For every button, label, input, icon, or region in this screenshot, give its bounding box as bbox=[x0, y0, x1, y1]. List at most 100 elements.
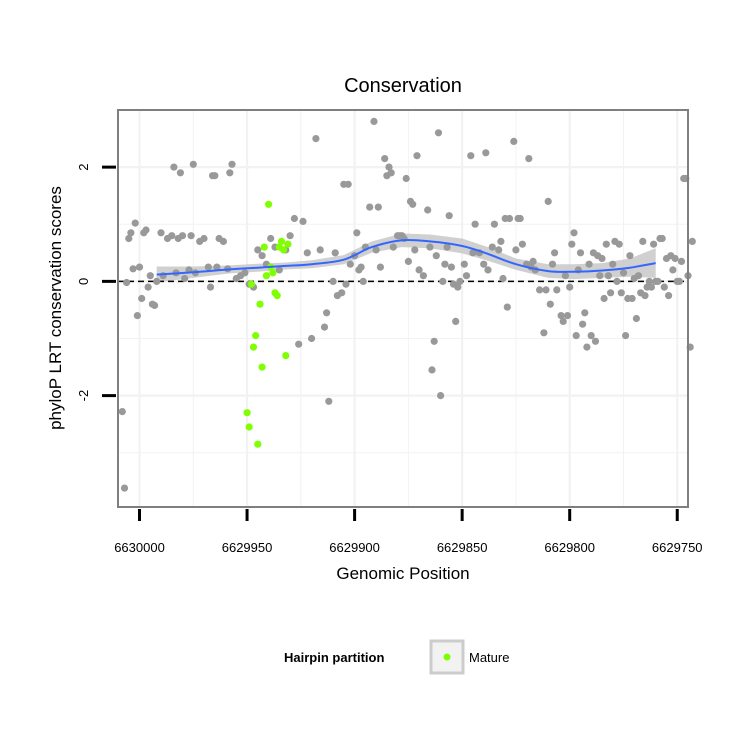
other-point bbox=[299, 217, 307, 225]
other-point bbox=[275, 266, 283, 274]
other-point bbox=[441, 260, 449, 268]
other-point bbox=[200, 234, 208, 243]
other-point bbox=[258, 252, 266, 260]
other-point bbox=[389, 243, 397, 251]
other-point bbox=[544, 197, 552, 205]
other-point bbox=[376, 263, 384, 271]
other-point bbox=[338, 289, 346, 297]
other-point bbox=[626, 252, 634, 260]
x-tick-label: 6629800 bbox=[544, 540, 595, 555]
other-point bbox=[634, 272, 643, 280]
other-point bbox=[469, 249, 477, 257]
other-point bbox=[445, 212, 453, 220]
other-point bbox=[615, 240, 623, 248]
other-point bbox=[647, 283, 656, 291]
mature-point bbox=[269, 269, 277, 277]
other-point bbox=[447, 263, 455, 271]
other-point bbox=[430, 337, 438, 345]
other-point bbox=[518, 240, 527, 248]
other-point bbox=[559, 317, 567, 325]
other-point bbox=[226, 169, 234, 177]
other-point bbox=[189, 160, 197, 168]
other-point bbox=[211, 172, 219, 180]
y-axis-title: phyloP LRT conservation scores bbox=[46, 186, 65, 430]
other-point bbox=[129, 265, 137, 273]
other-point bbox=[581, 309, 589, 317]
other-point bbox=[628, 294, 636, 303]
mature-point bbox=[265, 200, 273, 208]
other-point bbox=[290, 214, 298, 223]
mature-point bbox=[254, 440, 262, 448]
other-point bbox=[439, 277, 447, 285]
other-point bbox=[557, 312, 565, 320]
other-point bbox=[591, 337, 600, 345]
other-point bbox=[639, 237, 647, 245]
other-point bbox=[536, 286, 544, 294]
other-point bbox=[434, 129, 443, 137]
x-tick-label: 6629850 bbox=[437, 540, 488, 555]
x-tick-label: 6630000 bbox=[114, 540, 165, 555]
smooth-trend-line bbox=[156, 238, 656, 276]
other-point bbox=[323, 309, 331, 317]
other-point bbox=[516, 214, 524, 223]
other-point bbox=[133, 312, 141, 320]
other-point bbox=[540, 329, 548, 337]
other-point bbox=[131, 219, 139, 227]
other-point bbox=[665, 292, 673, 300]
other-point bbox=[660, 283, 668, 291]
other-point bbox=[228, 160, 236, 168]
other-point bbox=[613, 277, 621, 285]
other-point bbox=[123, 278, 131, 287]
mature-point bbox=[277, 237, 286, 245]
other-point bbox=[619, 269, 628, 277]
other-point bbox=[359, 277, 367, 285]
other-point bbox=[482, 149, 490, 157]
other-point bbox=[529, 257, 537, 265]
other-point bbox=[344, 180, 352, 188]
panel-background bbox=[118, 110, 688, 507]
panel-border bbox=[117, 109, 689, 508]
other-point bbox=[170, 163, 178, 171]
mature-point bbox=[245, 423, 253, 431]
other-point bbox=[118, 408, 126, 416]
other-point bbox=[654, 277, 662, 285]
other-point bbox=[402, 174, 410, 183]
other-point bbox=[602, 240, 610, 248]
other-point bbox=[563, 312, 572, 320]
other-point bbox=[331, 249, 339, 257]
other-point bbox=[157, 229, 165, 237]
other-point bbox=[645, 277, 653, 285]
other-point bbox=[587, 332, 595, 340]
other-point bbox=[127, 229, 135, 237]
legend-key-box bbox=[429, 639, 465, 675]
other-point bbox=[546, 300, 554, 308]
chart-title: Conservation bbox=[344, 75, 462, 97]
other-point bbox=[419, 272, 427, 280]
other-point bbox=[411, 246, 419, 254]
other-point bbox=[409, 200, 417, 208]
other-point bbox=[144, 283, 152, 291]
legend: Hairpin partition Mature bbox=[284, 639, 509, 675]
other-point bbox=[607, 289, 615, 297]
mature-point bbox=[262, 272, 270, 280]
other-point bbox=[437, 392, 445, 400]
other-point bbox=[671, 254, 679, 263]
other-point bbox=[372, 246, 380, 254]
other-point bbox=[267, 234, 275, 243]
mature-point bbox=[280, 246, 288, 254]
other-point bbox=[385, 163, 393, 171]
other-point bbox=[387, 169, 395, 177]
mature-point bbox=[260, 243, 268, 251]
other-point bbox=[548, 260, 557, 268]
other-point bbox=[576, 249, 585, 257]
other-point bbox=[503, 303, 511, 311]
x-tick-label: 6629750 bbox=[652, 540, 703, 555]
other-point bbox=[176, 169, 184, 177]
other-point bbox=[452, 317, 460, 325]
other-point bbox=[308, 334, 316, 343]
other-point bbox=[454, 283, 462, 291]
other-point bbox=[596, 272, 604, 280]
other-point bbox=[316, 246, 324, 254]
other-point bbox=[415, 266, 423, 274]
other-point bbox=[641, 292, 649, 300]
